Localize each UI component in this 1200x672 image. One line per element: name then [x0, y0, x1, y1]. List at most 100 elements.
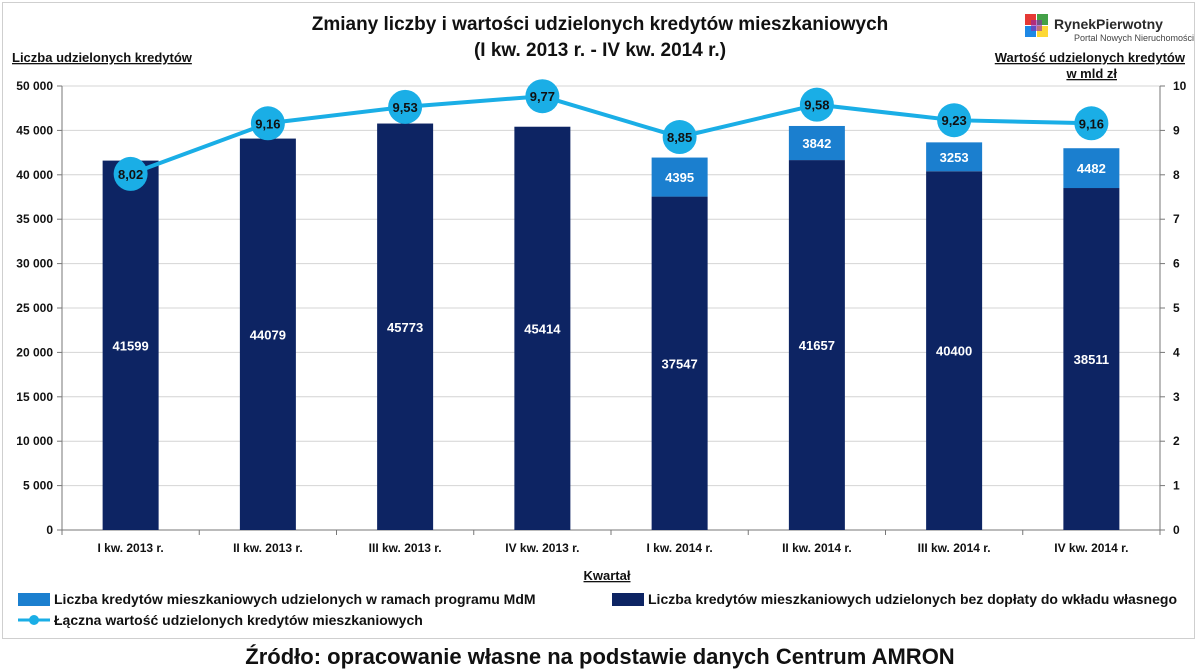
left-tick-label: 15 000 — [16, 390, 53, 404]
source-footer: Źródło: opracowanie własne na podstawie … — [245, 644, 954, 669]
bar-mdm — [788, 125, 845, 161]
bar-label-bez-doplaty: 45773 — [387, 320, 423, 335]
right-tick-label: 10 — [1173, 79, 1187, 93]
svg-text:RynekPierwotny: RynekPierwotny — [1054, 16, 1163, 32]
left-y-ticks: 0 5 000 10 000 15 000 20 000 25 000 30 000 35 0… — [16, 79, 53, 537]
right-tick-label: 1 — [1173, 479, 1180, 493]
bar-bez-doplaty — [788, 160, 845, 530]
bar-label-mdm: 3253 — [940, 150, 969, 165]
logo-name-part1: Rynek — [1054, 16, 1096, 32]
legend-swatch-mdm — [18, 593, 50, 606]
bar-mdm — [926, 142, 983, 172]
chart-title-line1: Zmiany liczby i wartości udzielonych kre… — [312, 14, 889, 35]
value-line-point-label: 9,77 — [530, 89, 555, 104]
value-line — [129, 94, 1092, 176]
x-tick-label: II kw. 2014 r. — [782, 541, 852, 555]
left-tick-label: 0 — [46, 523, 53, 537]
legend-marker-value — [29, 615, 39, 625]
value-line-point-label: 9,16 — [255, 116, 280, 131]
bar-bez-doplaty — [239, 138, 296, 530]
right-y-ticks: 0 1 2 3 4 5 6 7 8 9 10 — [1173, 79, 1187, 537]
bar-mdm — [1063, 148, 1120, 189]
value-line-point-label: 9,53 — [392, 100, 417, 115]
bar-bez-doplaty — [514, 126, 571, 530]
right-tick-label: 2 — [1173, 434, 1180, 448]
left-tick-label: 45 000 — [16, 123, 53, 137]
x-tick-label: IV kw. 2013 r. — [505, 541, 579, 555]
left-tick-label: 10 000 — [16, 434, 53, 448]
right-tick-label: 6 — [1173, 257, 1180, 271]
logo-tagline: Portal Nowych Nieruchomości — [1074, 33, 1194, 43]
right-tick-label: 9 — [1173, 123, 1180, 137]
x-tick-label: I kw. 2013 r. — [97, 541, 163, 555]
value-line-point — [250, 106, 285, 141]
gridlines — [62, 85, 1160, 487]
x-axis-title: Kwartał — [584, 568, 631, 583]
right-tick-label: 8 — [1173, 168, 1180, 182]
logo-name-part2: Pierwotny — [1096, 16, 1163, 32]
x-tick-label: III kw. 2014 r. — [918, 541, 991, 555]
legend-label-bez: Liczba kredytów mieszkaniowych udzielony… — [648, 591, 1177, 607]
chart-frame — [2, 2, 1195, 639]
value-line-point — [525, 79, 560, 114]
value-line-point — [799, 87, 834, 122]
bar-labels: 41599 44079 45773 45414 37547 4395 41657 3842 40… — [113, 136, 1110, 371]
left-tick-label: 50 000 — [16, 79, 53, 93]
left-tick-label: 35 000 — [16, 212, 53, 226]
bar-label-bez-doplaty: 44079 — [250, 327, 286, 342]
value-line-point — [937, 103, 972, 138]
legend-label-value: Łączna wartość udzielonych kredytów mies… — [54, 612, 423, 628]
value-line-point — [662, 120, 697, 155]
value-line-point — [113, 156, 148, 191]
right-tick-label: 0 — [1173, 523, 1180, 537]
value-line-point-label: 8,85 — [667, 130, 692, 145]
left-tick-label: 20 000 — [16, 345, 53, 359]
legend-swatch-bez — [612, 593, 644, 606]
bar-label-bez-doplaty: 40400 — [936, 344, 972, 359]
x-ticks: I kw. 2013 r. II kw. 2013 r. III kw. 2013 … — [97, 541, 1128, 555]
left-tick-label: 25 000 — [16, 301, 53, 315]
value-line-point-label: 8,02 — [118, 167, 143, 182]
bar-bez-doplaty — [926, 171, 983, 531]
left-tick-label: 30 000 — [16, 257, 53, 271]
value-line-point — [1074, 106, 1109, 141]
x-tick-label: III kw. 2013 r. — [369, 541, 442, 555]
bar-label-mdm: 4482 — [1077, 161, 1106, 176]
right-tick-label: 4 — [1173, 345, 1180, 359]
bar-label-bez-doplaty: 41657 — [799, 338, 835, 353]
bar-label-bez-doplaty: 37547 — [662, 356, 698, 371]
x-tick-label: I kw. 2014 r. — [646, 541, 712, 555]
bar-bez-doplaty — [377, 123, 434, 530]
left-tick-label: 5 000 — [23, 479, 53, 493]
legend: Liczba kredytów mieszkaniowych udzielony… — [18, 591, 1177, 628]
left-axis-title: Liczba udzielonych kredytów — [12, 50, 193, 65]
bar-label-mdm: 3842 — [802, 136, 831, 151]
bar-label-mdm: 4395 — [665, 170, 694, 185]
rynekpierwotny-logo: RynekPierwotny Portal Nowych Nieruchomoś… — [1025, 14, 1194, 43]
bar-label-bez-doplaty: 45414 — [524, 321, 561, 336]
right-axis-title-line1: Wartość udzielonych kredytów — [995, 50, 1186, 65]
value-line-point-label: 9,23 — [941, 113, 966, 128]
left-tick-label: 40 000 — [16, 168, 53, 182]
chart-svg: Zmiany liczby i wartości udzielonych kre… — [12, 14, 1194, 628]
bar-bez-doplaty — [651, 196, 708, 530]
axes — [57, 85, 1165, 535]
x-tick-label: II kw. 2013 r. — [233, 541, 303, 555]
x-tick-label: IV kw. 2014 r. — [1054, 541, 1128, 555]
value-line-layer: 8,02 9,16 9,53 9,77 8,85 9,58 9,23 9,16 — [113, 79, 1109, 191]
value-line-point-label: 9,16 — [1079, 116, 1104, 131]
bars — [102, 123, 1120, 531]
value-line-point-label: 9,58 — [804, 98, 829, 113]
logo-cube-icon — [1025, 14, 1048, 37]
bar-mdm — [651, 157, 708, 197]
bar-bez-doplaty — [102, 160, 159, 530]
bar-label-bez-doplaty: 41599 — [113, 338, 149, 353]
right-tick-label: 3 — [1173, 390, 1180, 404]
bar-bez-doplaty — [1063, 188, 1120, 530]
right-axis-title-line2: w mld zł — [1065, 66, 1117, 81]
right-tick-label: 7 — [1173, 212, 1180, 226]
chart-title-line2: (I kw. 2013 r. - IV kw. 2014 r.) — [474, 40, 726, 61]
right-tick-label: 5 — [1173, 301, 1180, 315]
legend-label-mdm: Liczba kredytów mieszkaniowych udzielony… — [54, 591, 536, 607]
source-note: Źródło: opracowanie własne na podstawie … — [245, 644, 954, 669]
